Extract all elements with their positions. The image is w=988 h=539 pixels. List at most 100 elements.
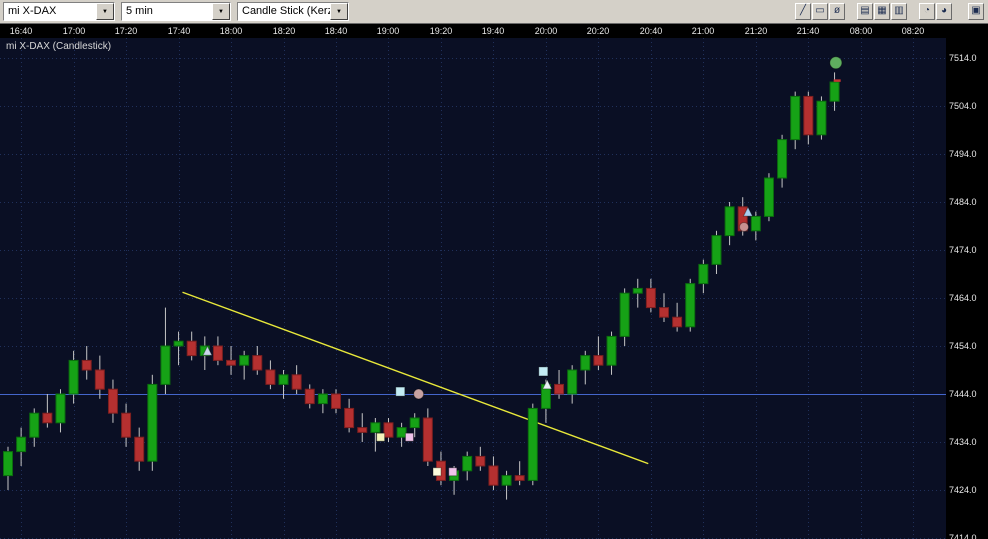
- price-axis-label: 7504.0: [949, 101, 977, 111]
- candle-body: [462, 455, 473, 472]
- candle-body: [94, 369, 105, 390]
- trendline[interactable]: [182, 291, 649, 465]
- interval-combobox-value: 5 min: [126, 5, 153, 17]
- candle-body: [606, 335, 617, 366]
- candle-body: [488, 465, 499, 486]
- candle-body: [475, 455, 486, 467]
- candle-body: [645, 287, 656, 309]
- price-axis-label: 7444.0: [949, 389, 977, 399]
- candle-body: [304, 388, 315, 405]
- candle-body: [29, 412, 40, 438]
- candle-body: [134, 436, 145, 462]
- window-buttons-group: ▣: [968, 3, 984, 20]
- candle-body: [514, 475, 525, 481]
- chevron-down-icon: ▼: [336, 8, 342, 15]
- time-axis-label: 08:00: [849, 26, 873, 36]
- chart-type-combobox[interactable]: Candle Stick (Kerze ▼: [237, 2, 349, 21]
- candle-body: [750, 215, 761, 232]
- interval-combobox[interactable]: 5 min ▼: [121, 2, 231, 21]
- time-axis-label: 16:40: [9, 26, 33, 36]
- chart-toolbar: mi X-DAX ▼ 5 min ▼ Candle Stick (Kerze ▼…: [0, 0, 988, 24]
- clock-button[interactable]: ◔: [919, 3, 935, 20]
- draw-tools-group: ╱ ▭ ø: [795, 3, 845, 20]
- chart-title-label: mi X-DAX (Candlestick): [6, 41, 112, 52]
- candle-body: [763, 177, 774, 217]
- restore-window-button[interactable]: ▣: [968, 3, 984, 20]
- price-axis-label: 7514.0: [949, 53, 977, 63]
- trade-marker: [739, 221, 750, 232]
- grid-view-button[interactable]: ▦: [874, 3, 890, 20]
- chart-svg[interactable]: [0, 38, 946, 539]
- time-axis-label: 21:00: [691, 26, 715, 36]
- trade-marker: [829, 56, 843, 70]
- candle-body: [724, 206, 735, 237]
- candle-body: [226, 359, 237, 366]
- selection-tool-button[interactable]: ▭: [812, 3, 828, 20]
- time-axis-label: 18:40: [324, 26, 348, 36]
- trade-marker: [538, 366, 549, 377]
- misc-buttons-group: ◔ ◕: [919, 3, 952, 20]
- symbol-combobox[interactable]: mi X-DAX ▼: [3, 2, 115, 21]
- candle-body: [672, 316, 683, 328]
- candle-body: [252, 355, 263, 371]
- trade-marker: [432, 467, 442, 477]
- draw-line-tool-button[interactable]: ╱: [795, 3, 811, 20]
- candle-body: [68, 359, 79, 395]
- candle-body: [593, 355, 604, 366]
- price-axis-label: 7434.0: [949, 437, 977, 447]
- candle-body: [383, 422, 394, 438]
- time-axis-label: 20:40: [639, 26, 663, 36]
- time-axis-label: 20:00: [534, 26, 558, 36]
- candle-body: [790, 95, 801, 141]
- candle-body: [317, 393, 328, 405]
- candle-body: [527, 407, 538, 481]
- trade-marker: [202, 345, 213, 356]
- time-axis-label: 19:40: [481, 26, 505, 36]
- candle-body: [121, 412, 132, 438]
- candle-body: [632, 287, 643, 294]
- price-axis-label: 7484.0: [949, 197, 977, 207]
- candle-body: [239, 355, 250, 366]
- time-axis-label: 19:00: [376, 26, 400, 36]
- candle-body: [55, 393, 66, 424]
- trade-marker: [541, 378, 553, 390]
- price-axis-label: 7454.0: [949, 341, 977, 351]
- chart-area[interactable]: mi X-DAX (Candlestick): [0, 38, 946, 539]
- price-axis-label: 7414.0: [949, 533, 977, 539]
- price-axis: 7514.0 7504.0 7494.0 7484.0 7474.0 7464.0 7454…: [946, 38, 988, 539]
- candle-body: [396, 427, 407, 438]
- candle-body: [3, 451, 13, 477]
- chart-main-row: mi X-DAX (Candlestick) 7514.0 7504.0 7494.…: [0, 38, 988, 539]
- time-axis-label: 21:20: [744, 26, 768, 36]
- time-axis-label: 17:00: [62, 26, 86, 36]
- chart-type-combobox-arrow[interactable]: ▼: [330, 3, 348, 20]
- trade-marker: [395, 386, 406, 397]
- price-axis-label: 7424.0: [949, 485, 977, 495]
- view-buttons-group: ▤ ▦ ▥: [857, 3, 907, 20]
- candle-body: [147, 383, 158, 462]
- price-axis-label: 7464.0: [949, 293, 977, 303]
- candle-body: [422, 417, 433, 462]
- candle-body: [370, 422, 381, 433]
- candle-body: [711, 235, 722, 265]
- chart-type-combobox-value: Candle Stick (Kerze: [242, 5, 330, 17]
- candle-body: [278, 374, 289, 385]
- time-axis-label: 18:20: [272, 26, 296, 36]
- symbol-combobox-arrow[interactable]: ▼: [96, 3, 114, 20]
- pie-button[interactable]: ◕: [936, 3, 952, 20]
- interval-combobox-arrow[interactable]: ▼: [212, 3, 230, 20]
- trade-marker: [413, 388, 425, 400]
- candle-body: [81, 359, 92, 371]
- time-axis-label: 18:00: [219, 26, 243, 36]
- indicator-tool-button[interactable]: ø: [829, 3, 845, 20]
- candle-body: [344, 407, 355, 429]
- trade-marker: [376, 432, 386, 442]
- candle-body: [659, 307, 669, 318]
- candle-body: [816, 100, 827, 136]
- price-axis-label: 7474.0: [949, 245, 977, 255]
- price-axis-label: 7494.0: [949, 149, 977, 159]
- candle-body: [619, 292, 630, 337]
- candle-body: [409, 417, 420, 429]
- table-view-button[interactable]: ▥: [891, 3, 907, 20]
- chart-view-button[interactable]: ▤: [857, 3, 873, 20]
